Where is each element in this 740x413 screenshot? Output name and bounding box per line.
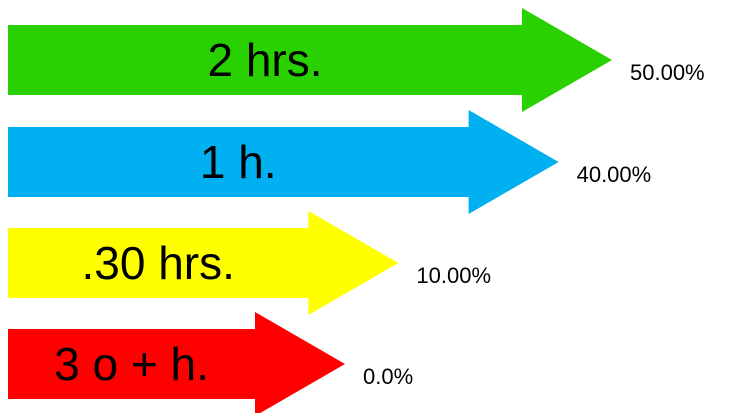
arrow-bar [8,312,345,413]
percentage-label: 40.00% [577,162,652,187]
arrow-bar-row: 2 hrs. 50.00% [8,8,705,112]
arrow-bar-row: 1 h. 40.00% [8,110,651,214]
arrow-category-label: 1 h. [200,136,277,188]
arrow-bar [8,8,612,112]
percentage-label: 0.0% [363,364,413,389]
percentage-label: 50.00% [630,60,705,85]
arrow-category-label: 3 o + h. [54,338,209,390]
arrow-category-label: 2 hrs. [207,34,322,86]
arrow-bar [8,110,559,214]
percentage-label: 10.00% [416,263,491,288]
arrow-category-label: .30 hrs. [81,237,234,289]
arrow-bar-row: .30 hrs. 10.00% [8,211,491,315]
arrow-bar [8,211,399,315]
arrow-bar-row: 3 o + h. 0.0% [8,312,413,413]
